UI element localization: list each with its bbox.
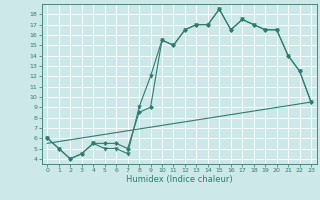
X-axis label: Humidex (Indice chaleur): Humidex (Indice chaleur) (126, 175, 233, 184)
